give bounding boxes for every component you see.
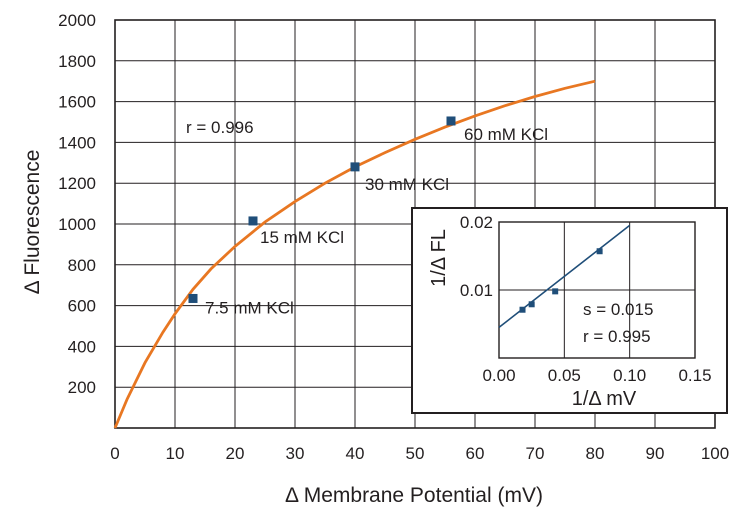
y-tick-label: 1400 (58, 133, 96, 152)
y-tick-label: 1200 (58, 174, 96, 193)
x-tick-label: 50 (406, 444, 425, 463)
x-tick-label: 30 (286, 444, 305, 463)
inset-y-tick-labels: 0.01 0.02 (460, 213, 493, 300)
point-label: 60 mM KCl (464, 125, 548, 144)
inset-y-tick-label: 0.02 (460, 213, 493, 232)
inset-x-tick-label: 0.15 (678, 366, 711, 385)
inset-x-tick-labels: 0.00 0.05 0.10 0.15 (482, 366, 711, 385)
inset-x-axis-label: 1/Δ mV (572, 388, 637, 410)
inset-data-point (519, 306, 526, 313)
inset-chart: 0.00 0.05 0.10 0.15 0.01 0.02 s = 0.015 r = … (411, 207, 728, 414)
point-labels: 7.5 mM KCl 15 mM KCl 30 mM KCl 60 mM KCl (205, 125, 548, 317)
correlation-annotation: r = 0.996 (186, 118, 254, 137)
main-y-tick-labels: 200 400 600 800 1000 1200 1400 1600 1800 2000 (58, 11, 96, 397)
inset-x-tick-label: 0.05 (548, 366, 581, 385)
inset-y-tick-label: 0.01 (460, 281, 493, 300)
x-tick-label: 60 (466, 444, 485, 463)
inset-x-tick-label: 0.00 (482, 366, 515, 385)
y-tick-label: 200 (68, 378, 96, 397)
x-axis-label: Δ Membrane Potential (mV) (285, 484, 543, 507)
x-tick-label: 70 (526, 444, 545, 463)
x-tick-label: 80 (586, 444, 605, 463)
x-tick-label: 0 (110, 444, 119, 463)
inset-data-points (519, 248, 603, 313)
point-label: 7.5 mM KCl (205, 298, 294, 317)
y-tick-label: 1800 (58, 52, 96, 71)
y-tick-label: 1600 (58, 93, 96, 112)
main-x-tick-labels: 0 10 20 30 40 50 60 70 80 90 100 (110, 444, 729, 463)
inset-x-tick-label: 0.10 (613, 366, 646, 385)
point-label: 30 mM KCl (365, 175, 449, 194)
x-tick-label: 40 (346, 444, 365, 463)
data-point (446, 116, 456, 126)
y-tick-label: 2000 (58, 11, 96, 30)
data-point (188, 293, 198, 303)
x-tick-label: 100 (701, 444, 729, 463)
inset-data-point (596, 248, 603, 255)
data-points (188, 116, 456, 303)
data-point (350, 162, 360, 172)
point-label: 15 mM KCl (260, 228, 344, 247)
inset-panel (411, 207, 728, 414)
inset-data-point (552, 288, 559, 295)
inset-y-axis-label: 1/Δ FL (428, 229, 450, 287)
y-tick-label: 1000 (58, 215, 96, 234)
fit-curve (113, 79, 596, 429)
y-tick-label: 600 (68, 297, 96, 316)
inset-slope-annotation: s = 0.015 (583, 300, 653, 319)
inset-gridlines (499, 222, 695, 358)
x-tick-label: 10 (166, 444, 185, 463)
inset-plot-frame (498, 221, 696, 359)
data-point (248, 216, 258, 226)
x-tick-label: 20 (226, 444, 245, 463)
inset-correlation-annotation: r = 0.995 (583, 327, 651, 346)
y-axis-label: Δ Fluorescence (21, 150, 44, 295)
y-tick-label: 400 (68, 337, 96, 356)
x-tick-label: 90 (646, 444, 665, 463)
inset-data-point (528, 301, 535, 308)
y-tick-label: 800 (68, 256, 96, 275)
